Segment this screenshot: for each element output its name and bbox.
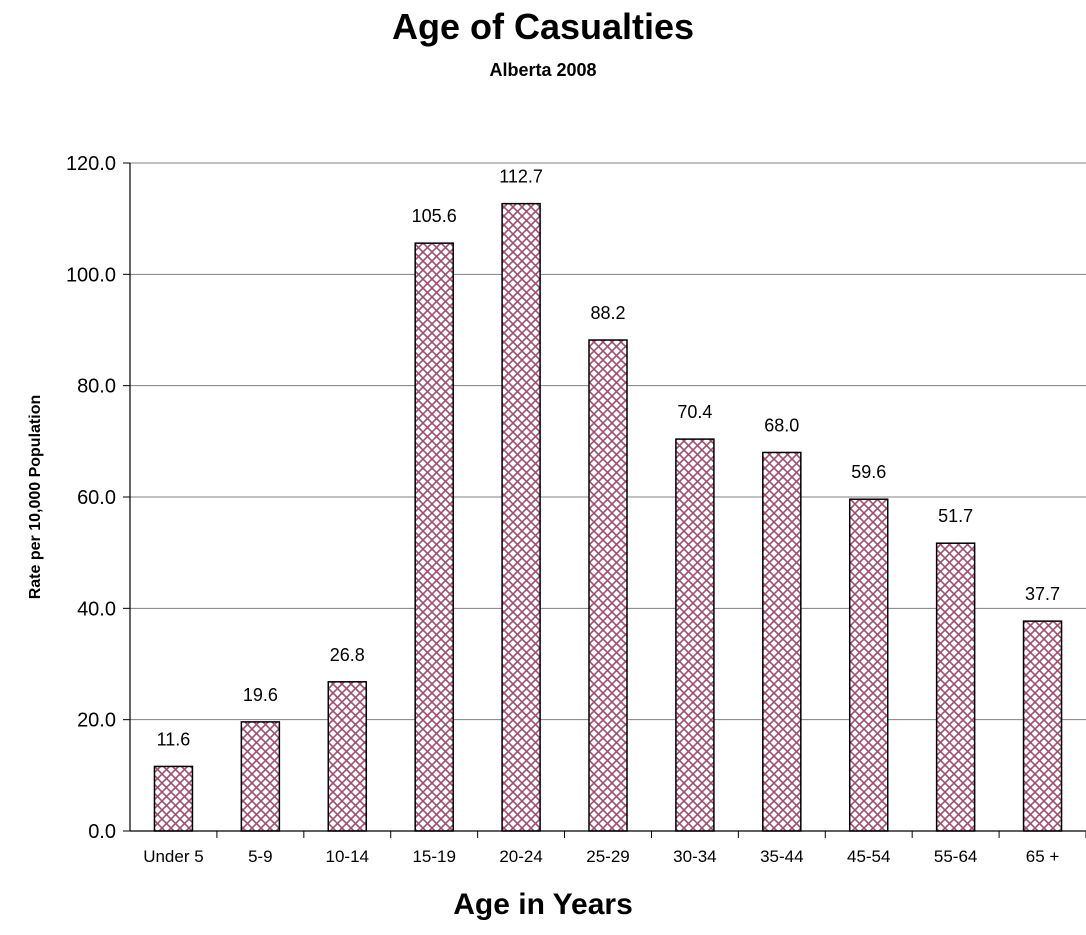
x-tick-label: 35-44 bbox=[760, 847, 803, 866]
bar bbox=[327, 681, 368, 832]
y-tick-label: 100.0 bbox=[66, 264, 116, 286]
bar bbox=[848, 498, 889, 832]
bar bbox=[501, 202, 541, 832]
bar bbox=[240, 721, 281, 832]
y-tick-label: 40.0 bbox=[77, 598, 116, 620]
data-label: 59.6 bbox=[851, 462, 886, 482]
x-tick-label: 15-19 bbox=[412, 847, 455, 866]
bar bbox=[935, 542, 976, 832]
x-tick-label: 10-14 bbox=[326, 847, 369, 866]
data-label: 11.6 bbox=[157, 729, 191, 749]
x-tick-label: 30-34 bbox=[673, 847, 716, 866]
y-tick-label: 60.0 bbox=[77, 487, 116, 509]
data-label: 51.7 bbox=[938, 506, 973, 526]
data-label: 19.6 bbox=[243, 685, 278, 705]
x-tick-label: 65 + bbox=[1026, 847, 1060, 866]
x-tick-label: 45-54 bbox=[847, 847, 890, 866]
data-label: 26.8 bbox=[330, 645, 365, 665]
y-tick-label: 0.0 bbox=[88, 821, 116, 843]
bar bbox=[153, 765, 194, 832]
data-label: 105.6 bbox=[412, 206, 457, 226]
data-label: 88.2 bbox=[590, 303, 625, 323]
x-tick-label: 20-24 bbox=[499, 847, 542, 866]
bar bbox=[414, 242, 454, 832]
data-label: 70.4 bbox=[677, 402, 712, 422]
x-tick-label: 55-64 bbox=[934, 847, 977, 866]
x-axis-title: Age in Years bbox=[453, 888, 633, 921]
chart-title: Age of Casualties bbox=[391, 6, 695, 47]
data-label: 112.7 bbox=[499, 167, 543, 187]
bar bbox=[762, 451, 802, 832]
bar bbox=[1022, 620, 1063, 832]
x-tick-label: 5-9 bbox=[248, 847, 273, 866]
bar bbox=[588, 339, 628, 832]
x-tick-label: 25-29 bbox=[586, 847, 629, 866]
x-tick-label: Under 5 bbox=[143, 847, 203, 866]
data-label: 68.0 bbox=[764, 415, 799, 435]
chart-subtitle: Alberta 2008 bbox=[489, 60, 597, 80]
data-label: 37.7 bbox=[1025, 584, 1060, 604]
y-tick-label: 120.0 bbox=[66, 153, 116, 175]
y-tick-label: 80.0 bbox=[77, 376, 116, 398]
y-tick-label: 20.0 bbox=[77, 710, 116, 732]
bar bbox=[675, 438, 715, 832]
